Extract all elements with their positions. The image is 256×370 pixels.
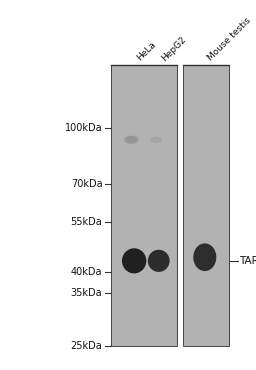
Ellipse shape [124,136,139,144]
Bar [111,65,177,346]
Text: 100kDa: 100kDa [65,123,102,133]
Text: HepG2: HepG2 [160,35,188,63]
Ellipse shape [148,250,169,272]
Text: 40kDa: 40kDa [71,267,102,277]
Text: 35kDa: 35kDa [71,288,102,298]
Ellipse shape [193,243,216,271]
Ellipse shape [122,248,146,273]
Ellipse shape [151,137,162,143]
Text: 55kDa: 55kDa [71,217,102,227]
Text: 70kDa: 70kDa [71,179,102,189]
Text: 25kDa: 25kDa [71,341,102,351]
Bar [183,65,229,346]
Text: Mouse testis: Mouse testis [206,16,253,63]
Text: TARBP2: TARBP2 [239,256,256,266]
Text: HeLa: HeLa [135,40,158,63]
